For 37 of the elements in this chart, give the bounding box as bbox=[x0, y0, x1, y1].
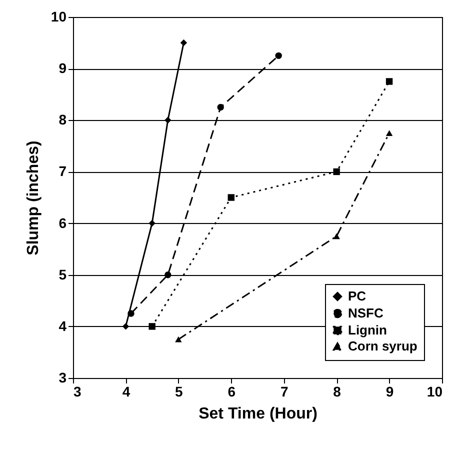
point bbox=[217, 104, 224, 111]
x-tick-label: 4 bbox=[122, 384, 130, 400]
point bbox=[180, 39, 188, 46]
point bbox=[122, 323, 130, 330]
point bbox=[386, 78, 393, 85]
x-tick-label: 10 bbox=[426, 384, 443, 400]
y-tick-label: 10 bbox=[50, 8, 67, 24]
point bbox=[333, 233, 340, 240]
y-tick-label: 8 bbox=[58, 112, 67, 128]
y-tick-label: 9 bbox=[58, 60, 67, 76]
point bbox=[164, 116, 172, 124]
legend-label: Lignin bbox=[348, 322, 388, 338]
point bbox=[148, 220, 156, 227]
legend-label: NSFC bbox=[348, 306, 384, 320]
x-tick-label: 7 bbox=[280, 384, 288, 400]
point bbox=[333, 168, 340, 176]
x-axis-title: Set Time (Hour) bbox=[198, 406, 318, 422]
legend-label: Corn syrup bbox=[348, 338, 418, 354]
y-tick-label: 3 bbox=[58, 370, 67, 386]
point bbox=[128, 310, 134, 317]
y-tick-label: 5 bbox=[58, 266, 67, 282]
point bbox=[386, 130, 393, 136]
x-tick-label: 6 bbox=[228, 384, 236, 400]
x-tick-label: 5 bbox=[175, 384, 184, 400]
x-tick-label: 3 bbox=[74, 384, 82, 400]
point bbox=[148, 323, 156, 330]
point bbox=[175, 336, 182, 342]
y-tick-label: 6 bbox=[58, 214, 67, 231]
y-tick-label: 7 bbox=[58, 163, 67, 180]
x-tick-label: 8 bbox=[333, 384, 342, 400]
y-axis-title: Slump (inches) bbox=[24, 140, 42, 256]
point bbox=[275, 52, 282, 60]
point bbox=[164, 272, 172, 278]
point bbox=[228, 194, 234, 201]
y-tick-label: 4 bbox=[58, 318, 67, 334]
x-tick-label: 9 bbox=[386, 384, 394, 400]
legend-label: PC bbox=[348, 288, 367, 304]
